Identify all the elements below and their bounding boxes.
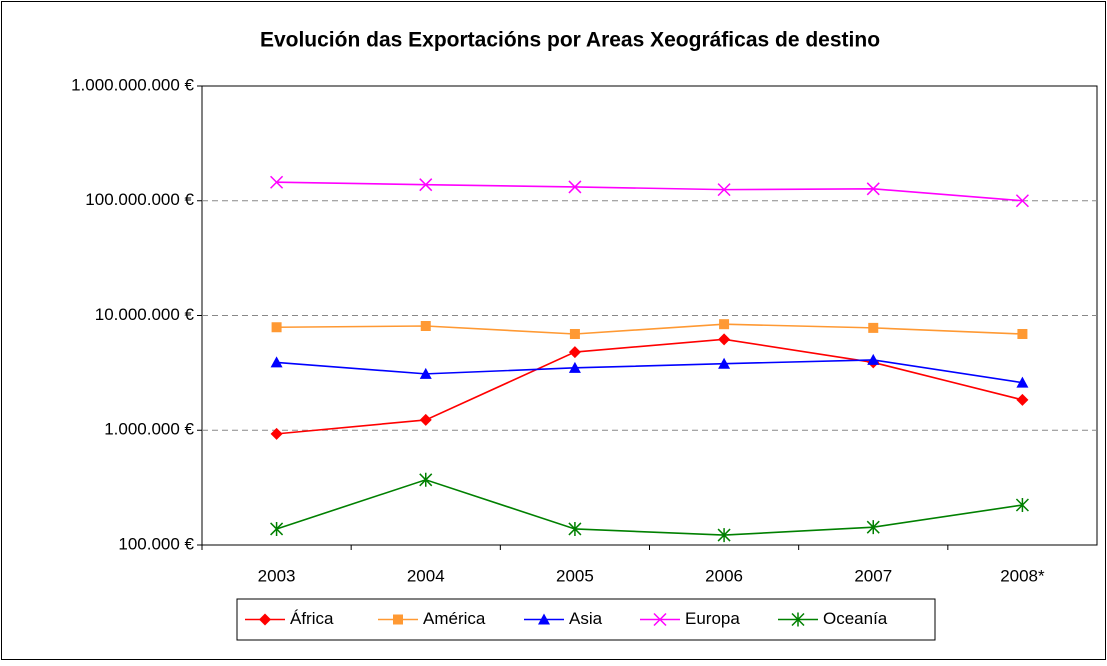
legend-label: Asia — [569, 609, 603, 628]
data-point — [1015, 194, 1029, 208]
series-line — [276, 323, 1023, 335]
legend-label: Oceanía — [823, 609, 888, 628]
data-point — [866, 520, 880, 535]
data-point — [270, 356, 283, 368]
legend-marker — [791, 612, 805, 627]
data-point — [568, 521, 582, 536]
data-point — [1017, 328, 1028, 339]
legend-marker — [538, 613, 550, 625]
x-tick-label: 2003 — [258, 566, 296, 585]
data-point — [867, 353, 880, 365]
x-tick-label: 2007 — [854, 566, 892, 585]
data-point — [419, 413, 432, 426]
data-point — [568, 346, 581, 359]
data-point — [419, 472, 433, 487]
y-tick-label: 100.000 € — [118, 534, 194, 553]
data-point — [568, 180, 582, 194]
x-tick-label: 2004 — [407, 566, 445, 585]
data-point — [719, 319, 730, 330]
chart-title: Evolución das Exportacións por Areas Xeo… — [260, 29, 880, 52]
series-line — [276, 181, 1023, 202]
data-point — [866, 182, 880, 196]
data-point — [270, 521, 284, 536]
data-point — [717, 528, 731, 543]
legend-marker — [259, 613, 271, 626]
data-point — [420, 321, 431, 332]
series-line — [276, 478, 1023, 536]
y-tick-label: 10.000.000 € — [95, 305, 195, 324]
y-tick-label: 1.000.000 € — [104, 420, 194, 439]
x-tick-label: 2005 — [556, 566, 594, 585]
legend-label: América — [423, 609, 486, 628]
legend-marker — [653, 612, 667, 627]
data-point — [271, 322, 282, 333]
y-tick-label: 1.000.000.000 € — [71, 75, 194, 94]
data-point — [868, 322, 879, 333]
data-point — [568, 361, 581, 373]
data-point — [1016, 376, 1029, 388]
y-tick-label: 100.000.000 € — [85, 190, 194, 209]
data-point — [1016, 393, 1029, 406]
data-point — [419, 367, 432, 379]
data-point — [718, 333, 731, 346]
data-point — [569, 328, 580, 339]
legend-marker — [393, 614, 403, 625]
legend-label: Europa — [685, 609, 740, 628]
data-point — [419, 178, 433, 192]
data-point — [1015, 498, 1029, 513]
series-line — [276, 338, 1023, 435]
series-line — [276, 359, 1023, 384]
legend-box — [236, 598, 936, 641]
x-tick-label: 2008* — [1000, 566, 1045, 585]
x-tick-label: 2006 — [705, 566, 743, 585]
data-point — [717, 183, 731, 197]
legend-label: África — [290, 609, 334, 628]
data-point — [270, 427, 283, 440]
data-point — [718, 357, 731, 369]
data-point — [270, 175, 284, 189]
